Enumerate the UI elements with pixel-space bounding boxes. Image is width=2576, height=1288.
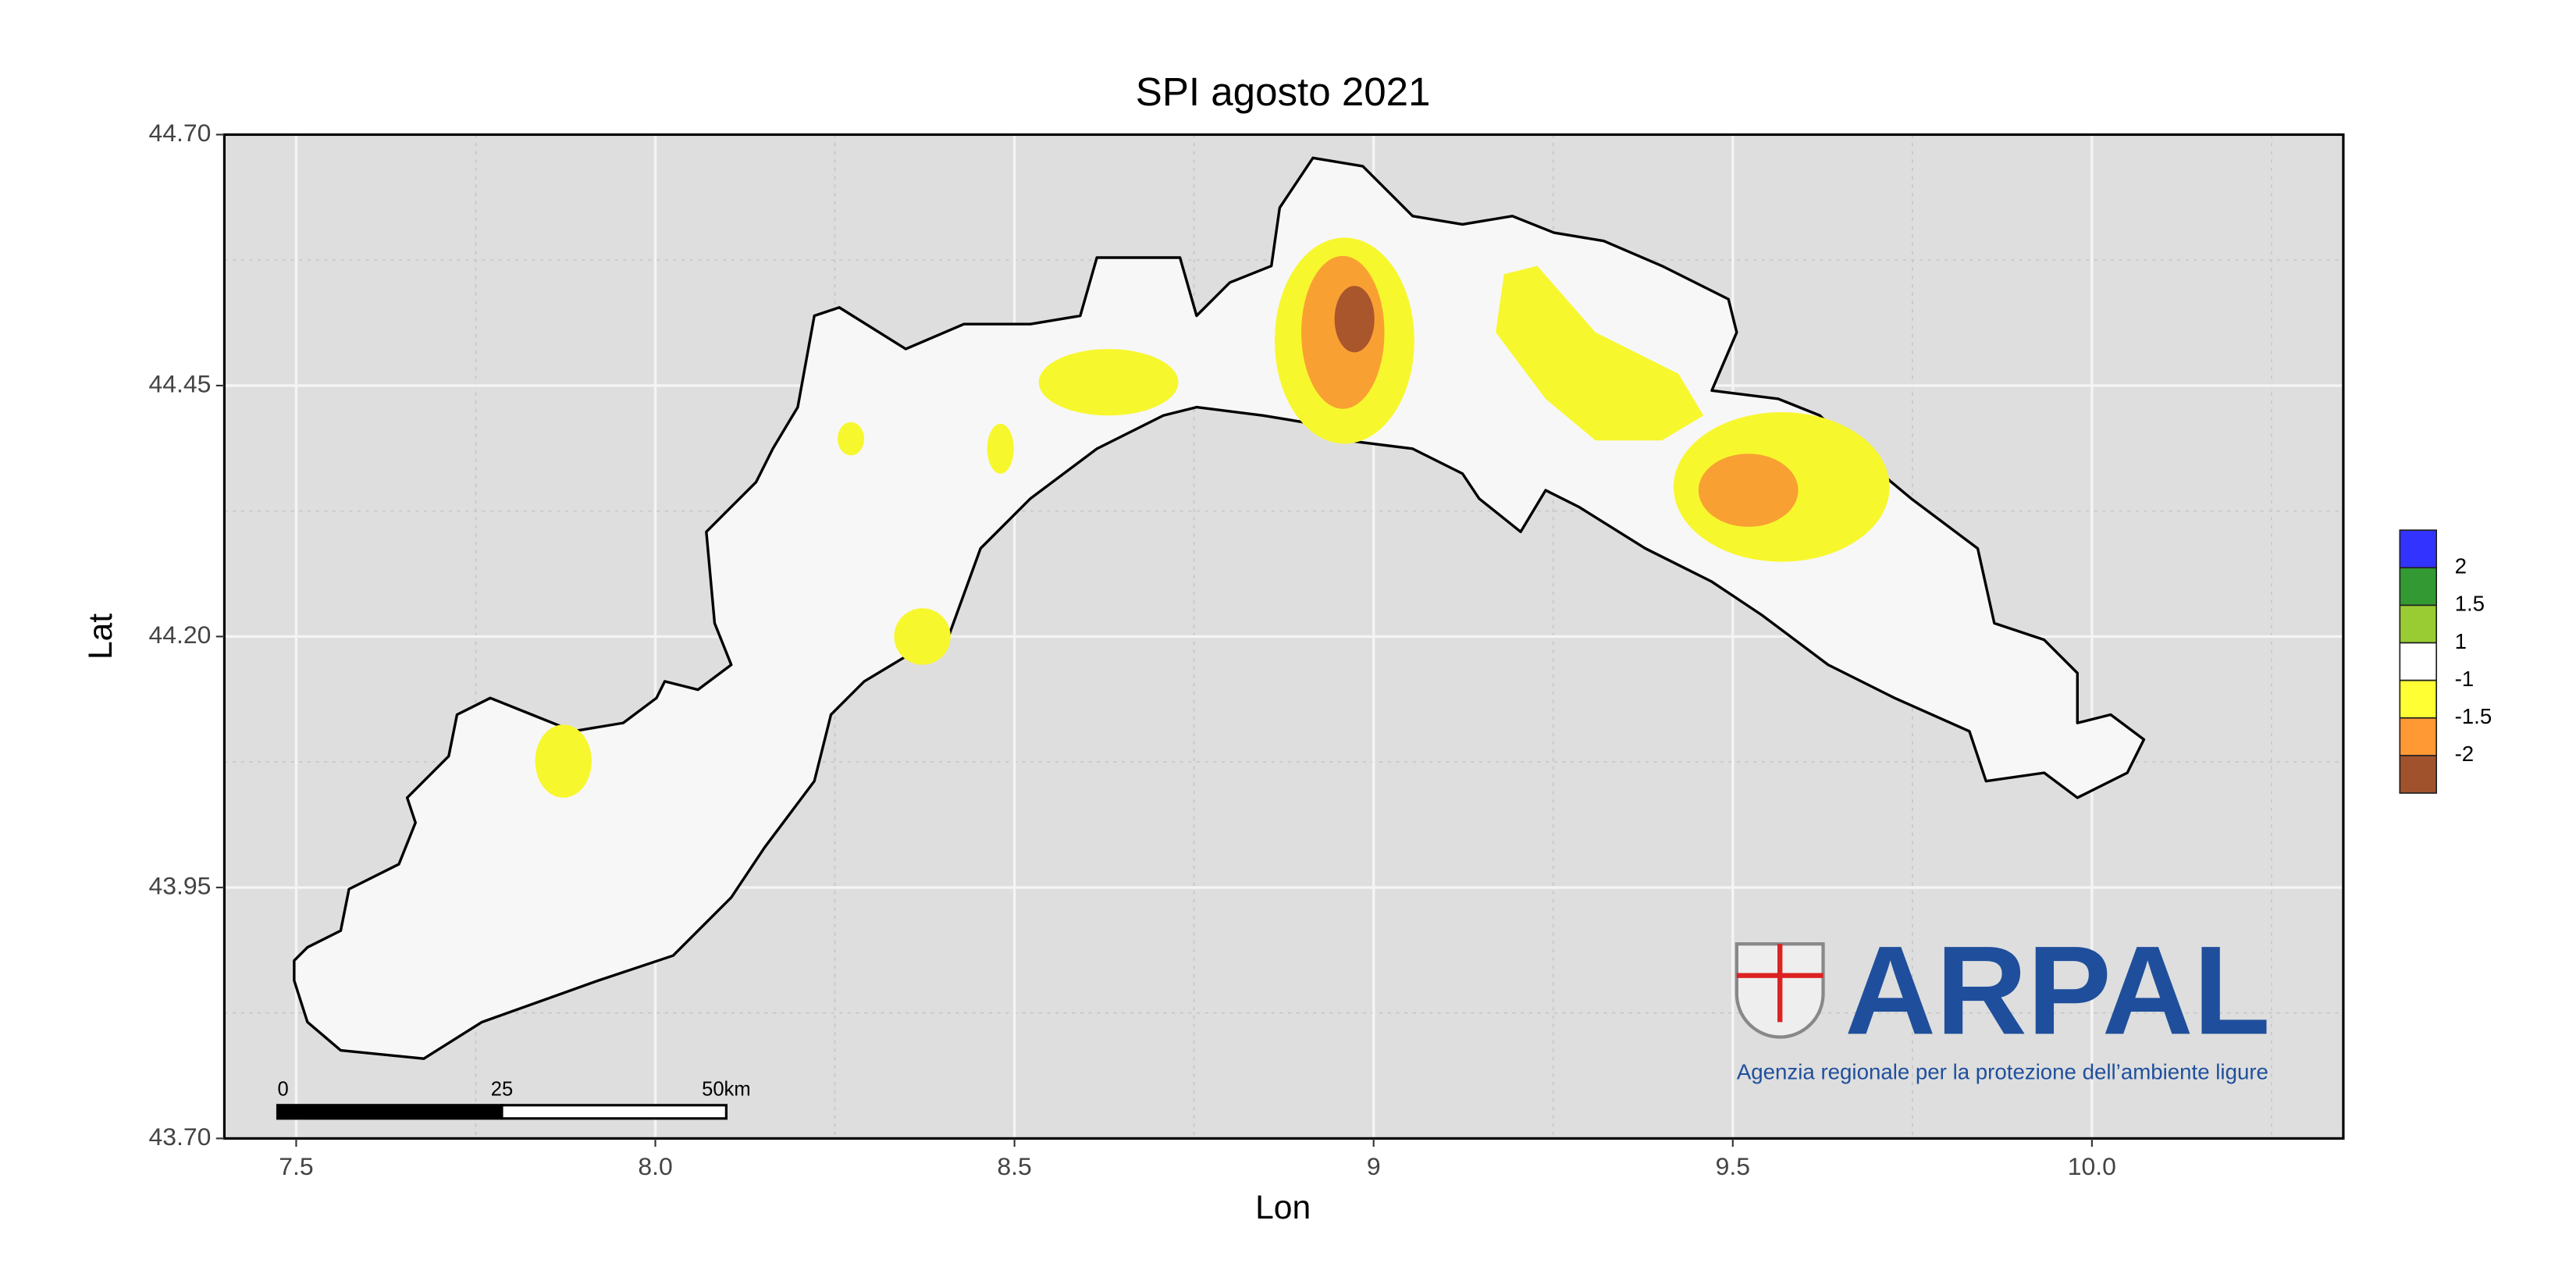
x-tick-label: 10.0 bbox=[2068, 1152, 2116, 1180]
y-axis-label: Lat bbox=[82, 614, 119, 660]
spi-zone bbox=[987, 423, 1014, 474]
scale-bar-segment bbox=[276, 1104, 503, 1120]
scale-bar-segment bbox=[500, 1104, 728, 1120]
spi-zone bbox=[535, 724, 592, 798]
logo: ARPAL Agenzia regionale per la protezion… bbox=[1735, 920, 2271, 1084]
legend-swatch bbox=[2399, 755, 2438, 794]
x-tick-label: 7.5 bbox=[279, 1152, 313, 1180]
x-tick-label: 9 bbox=[1367, 1152, 1381, 1180]
legend-label: -1.5 bbox=[2455, 704, 2492, 728]
legend-swatch bbox=[2399, 604, 2438, 644]
logo-name: ARPAL bbox=[1845, 920, 2270, 1061]
spi-zone bbox=[1698, 454, 1799, 527]
scale-bar-label: 0 bbox=[278, 1078, 289, 1100]
spi-zone bbox=[1038, 349, 1179, 416]
spi-zone bbox=[1334, 286, 1375, 353]
scale-bar-label: 50km bbox=[702, 1078, 750, 1100]
legend-swatch bbox=[2399, 642, 2438, 681]
chart-title: SPI agosto 2021 bbox=[1136, 69, 1431, 114]
scale-bar: 0 25 50km bbox=[276, 1078, 751, 1120]
spi-zone bbox=[838, 422, 865, 456]
legend-swatch bbox=[2399, 679, 2438, 719]
legend-swatch bbox=[2399, 567, 2438, 607]
y-tick-label: 44.70 bbox=[148, 119, 211, 147]
legend-label: 2 bbox=[2455, 554, 2467, 578]
y-tick-label: 44.20 bbox=[148, 621, 211, 649]
legend: 2 1.5 1 -1 -1.5 -2 bbox=[2399, 529, 2492, 794]
legend-label: -1 bbox=[2455, 667, 2475, 691]
legend-label: 1.5 bbox=[2455, 592, 2485, 616]
legend-label: 1 bbox=[2455, 629, 2467, 653]
scale-bar-label: 25 bbox=[491, 1078, 513, 1100]
legend-label: -2 bbox=[2455, 742, 2475, 766]
y-tick-label: 44.45 bbox=[148, 369, 211, 397]
logo-subtitle: Agenzia regionale per la protezione dell… bbox=[1737, 1060, 2268, 1084]
y-tick-label: 43.70 bbox=[148, 1123, 211, 1151]
legend-swatch bbox=[2399, 717, 2438, 756]
region-map bbox=[293, 156, 2146, 1060]
x-tick-label: 9.5 bbox=[1716, 1152, 1750, 1180]
spi-zone bbox=[894, 608, 951, 665]
x-tick-label: 8.5 bbox=[997, 1152, 1031, 1180]
x-axis-label: Lon bbox=[1255, 1189, 1311, 1226]
y-tick-label: 43.95 bbox=[148, 871, 211, 899]
legend-swatch bbox=[2399, 529, 2438, 569]
x-tick-label: 8.0 bbox=[638, 1152, 672, 1180]
spi-zone bbox=[1496, 265, 1704, 441]
